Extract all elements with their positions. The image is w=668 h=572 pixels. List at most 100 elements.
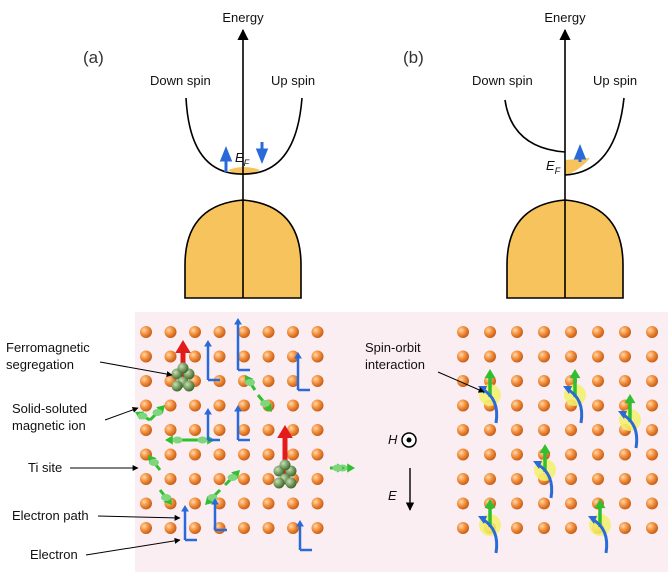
- fermi-main: E: [235, 150, 244, 165]
- ti-site: [646, 351, 658, 363]
- spin-down: [258, 142, 266, 160]
- ti-site: [287, 498, 299, 510]
- ti-site: [238, 522, 250, 534]
- ion: [198, 437, 208, 444]
- axis-label: Energy: [222, 10, 264, 25]
- ti-site: [592, 424, 604, 436]
- ti-site: [165, 326, 177, 338]
- ti-site: [619, 375, 631, 387]
- up-spin-label: Up spin: [271, 73, 315, 88]
- ti-site: [646, 473, 658, 485]
- ion: [228, 474, 238, 481]
- ti-site: [189, 424, 201, 436]
- callout-arrow: [105, 408, 138, 420]
- ti-site: [484, 351, 496, 363]
- ti-site: [457, 351, 469, 363]
- ti-site: [457, 424, 469, 436]
- ti-site: [140, 473, 152, 485]
- ti-site: [538, 400, 550, 412]
- ti-site: [511, 326, 523, 338]
- ti-site: [312, 351, 324, 363]
- ti-site: [457, 449, 469, 461]
- ti-site: [511, 522, 523, 534]
- ti-site: [263, 498, 275, 510]
- ti-site: [646, 400, 658, 412]
- ti-site: [214, 424, 226, 436]
- ti-site: [165, 522, 177, 534]
- ion: [149, 459, 159, 466]
- ti-site: [312, 449, 324, 461]
- ti-site: [565, 449, 577, 461]
- ti-site: [312, 375, 324, 387]
- callout: Ferromagneticsegregation: [6, 340, 90, 372]
- callout-line: Ferromagnetic: [6, 340, 90, 355]
- ti-site: [165, 473, 177, 485]
- spin-up: [222, 150, 230, 172]
- callout-line: Spin-orbit: [365, 340, 421, 355]
- ti-site: [140, 424, 152, 436]
- panel-b: (b) Energy Down spin Up spin EF: [403, 10, 637, 298]
- field-label: H: [388, 432, 398, 447]
- ti-site: [646, 498, 658, 510]
- up-spin-label: Up spin: [593, 73, 637, 88]
- ti-site: [312, 424, 324, 436]
- ti-site: [592, 473, 604, 485]
- ti-site: [312, 522, 324, 534]
- ti-site: [214, 326, 226, 338]
- panel-label: (a): [83, 48, 104, 67]
- ti-site: [287, 522, 299, 534]
- fermi-sub: F: [244, 158, 250, 168]
- ti-site: [565, 424, 577, 436]
- ti-site: [511, 351, 523, 363]
- ti-site: [565, 473, 577, 485]
- ti-site: [165, 424, 177, 436]
- callout-line: magnetic ion: [12, 418, 86, 433]
- diagram: (a) Energy Down spin Up spin EF (b) Ener…: [0, 0, 668, 572]
- ti-site: [457, 400, 469, 412]
- ti-site: [646, 424, 658, 436]
- ti-site: [484, 449, 496, 461]
- cluster-atom: [286, 478, 297, 489]
- ion: [173, 437, 183, 444]
- ti-site: [511, 400, 523, 412]
- ti-site: [140, 498, 152, 510]
- ti-site: [214, 449, 226, 461]
- panel-label: (b): [403, 48, 424, 67]
- down-spin-label: Down spin: [150, 73, 211, 88]
- ti-site: [619, 522, 631, 534]
- down-spin-label: Down spin: [472, 73, 533, 88]
- ion: [333, 465, 343, 472]
- ti-site: [312, 498, 324, 510]
- callout-line: interaction: [365, 357, 425, 372]
- cluster-atom: [184, 381, 195, 392]
- ti-site: [140, 400, 152, 412]
- ti-site: [565, 522, 577, 534]
- ti-site: [189, 326, 201, 338]
- ti-site: [592, 326, 604, 338]
- ion: [245, 379, 255, 386]
- cluster-atom: [280, 460, 291, 471]
- panel-a: (a) Energy Down spin Up spin EF: [83, 10, 315, 298]
- ti-site: [538, 351, 550, 363]
- ti-site: [140, 326, 152, 338]
- ti-site: [287, 449, 299, 461]
- ti-site: [592, 375, 604, 387]
- ti-site: [312, 400, 324, 412]
- ti-site: [263, 375, 275, 387]
- ti-site: [592, 351, 604, 363]
- ti-site: [238, 326, 250, 338]
- cluster-atom: [274, 478, 285, 489]
- fermi-label: EF: [546, 158, 561, 176]
- ti-site: [484, 473, 496, 485]
- ti-site: [214, 400, 226, 412]
- ti-site: [457, 498, 469, 510]
- ion: [260, 400, 270, 407]
- ti-site: [238, 449, 250, 461]
- ti-site: [263, 326, 275, 338]
- ti-site: [619, 498, 631, 510]
- ti-site: [538, 424, 550, 436]
- ti-site: [619, 473, 631, 485]
- ti-site: [592, 449, 604, 461]
- ti-site: [165, 351, 177, 363]
- ti-site: [263, 424, 275, 436]
